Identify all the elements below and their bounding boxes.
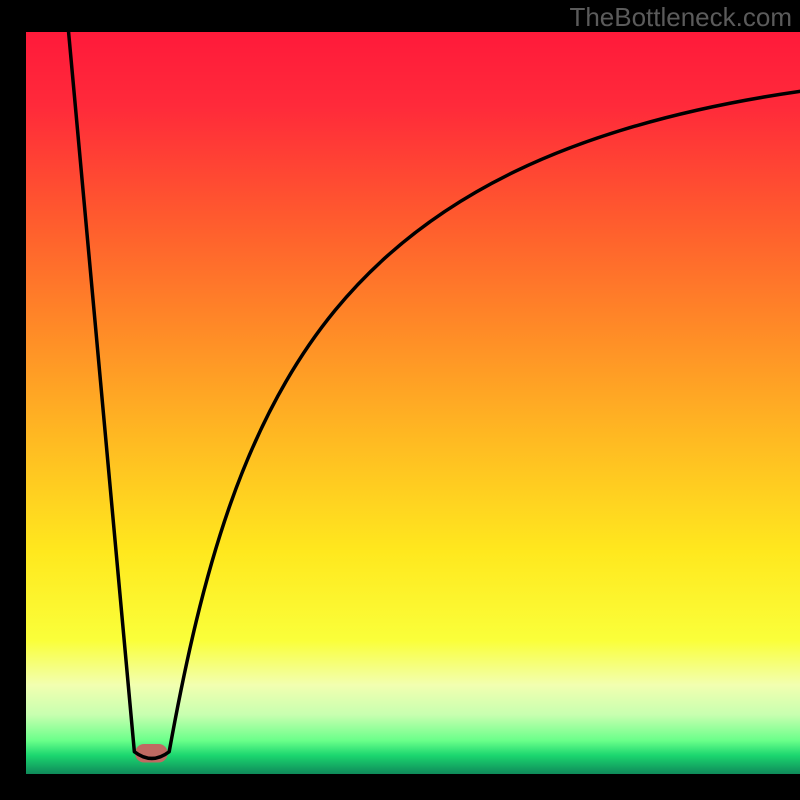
bottleneck-chart: TheBottleneck.com — [0, 0, 800, 800]
chart-gradient-bg — [26, 32, 800, 774]
watermark-text: TheBottleneck.com — [569, 2, 792, 33]
chart-svg — [0, 0, 800, 800]
